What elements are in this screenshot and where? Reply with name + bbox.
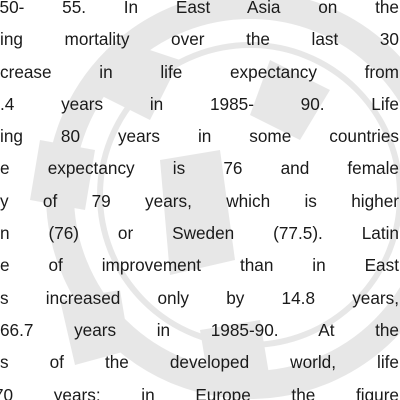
- text-line-1: 950- 55. In East Asia on the: [0, 0, 399, 17]
- text-line-6: e expectancy is 76 and female: [0, 158, 399, 179]
- text-line-10: s increased only by 14.8 years,: [0, 287, 399, 308]
- text-line-4: .4 years in 1985- 90. Life: [0, 93, 399, 114]
- text-line-5: ing 80 years in some countries: [0, 126, 399, 147]
- text-line-11: 66.7 years in 1985-90. At the: [0, 319, 399, 340]
- text-line-13: 70 years: in Europe the figure: [0, 384, 399, 400]
- text-line-8: n (76) or Sweden (77.5). Latin: [0, 223, 399, 244]
- text-line-9: e of improvement than in East: [0, 255, 399, 276]
- text-line-7: y of 79 years, which is higher: [0, 190, 399, 211]
- text-line-3: crease in life expectancy from: [0, 61, 399, 82]
- text-line-2: ing mortality over the last 30: [0, 29, 399, 50]
- text-line-12: s of the developed world, life: [0, 352, 399, 373]
